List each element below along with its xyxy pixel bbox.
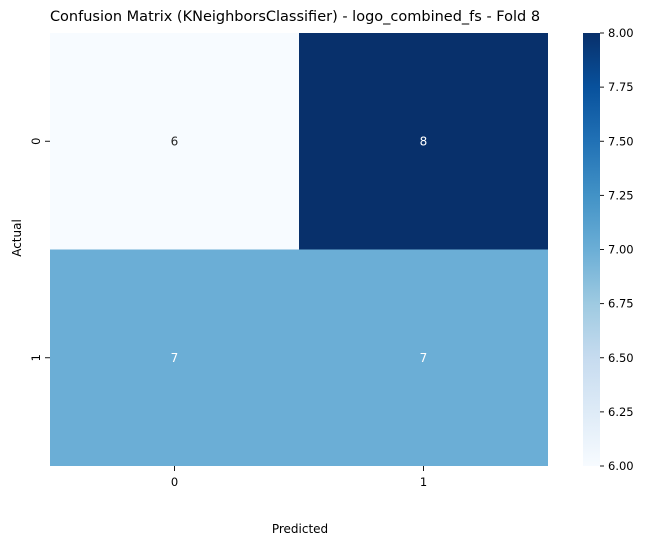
colorbar-ticks: 6.00 6.25 6.50 6.75 7.00 7.25 7.50 7.75 8.00 xyxy=(600,26,634,473)
heatmap-cells xyxy=(50,33,548,466)
y-tick-label-0: 0 xyxy=(29,138,43,145)
y-axis-label: Actual xyxy=(10,219,24,257)
colorbar-tick-label-5: 7.25 xyxy=(608,188,634,202)
colorbar-tick-label-0: 6.00 xyxy=(608,459,634,473)
x-axis-label: Predicted xyxy=(272,522,328,536)
colorbar-tick-label-3: 6.75 xyxy=(608,297,634,311)
heatmap-cell-0-1 xyxy=(299,33,548,250)
colorbar-tick-label-1: 6.25 xyxy=(608,405,634,419)
x-tick-label-0: 0 xyxy=(171,475,178,489)
colorbar-tick-label-2: 6.50 xyxy=(608,351,634,365)
heatmap-cell-1-0 xyxy=(50,249,299,466)
cell-value-1-0: 7 xyxy=(171,351,179,365)
cell-annotations: 6 8 7 7 xyxy=(171,134,428,365)
colorbar xyxy=(583,33,600,466)
colorbar-tick-label-8: 8.00 xyxy=(608,26,634,40)
x-tick-label-1: 1 xyxy=(420,475,427,489)
colorbar-tick-label-7: 7.75 xyxy=(608,80,634,94)
colorbar-tick-label-4: 7.00 xyxy=(608,243,634,257)
heatmap-cell-1-1 xyxy=(299,249,548,466)
chart-title: Confusion Matrix (KNeighborsClassifier) … xyxy=(50,9,540,25)
y-tick-label-1: 1 xyxy=(29,354,43,361)
colorbar-tick-label-6: 7.50 xyxy=(608,134,634,148)
y-axis-ticks: 01 xyxy=(29,138,50,361)
cell-value-1-1: 7 xyxy=(420,351,428,365)
heatmap-cell-0-0 xyxy=(50,33,299,250)
cell-value-0-1: 8 xyxy=(420,134,428,148)
cell-value-0-0: 6 xyxy=(171,134,179,148)
